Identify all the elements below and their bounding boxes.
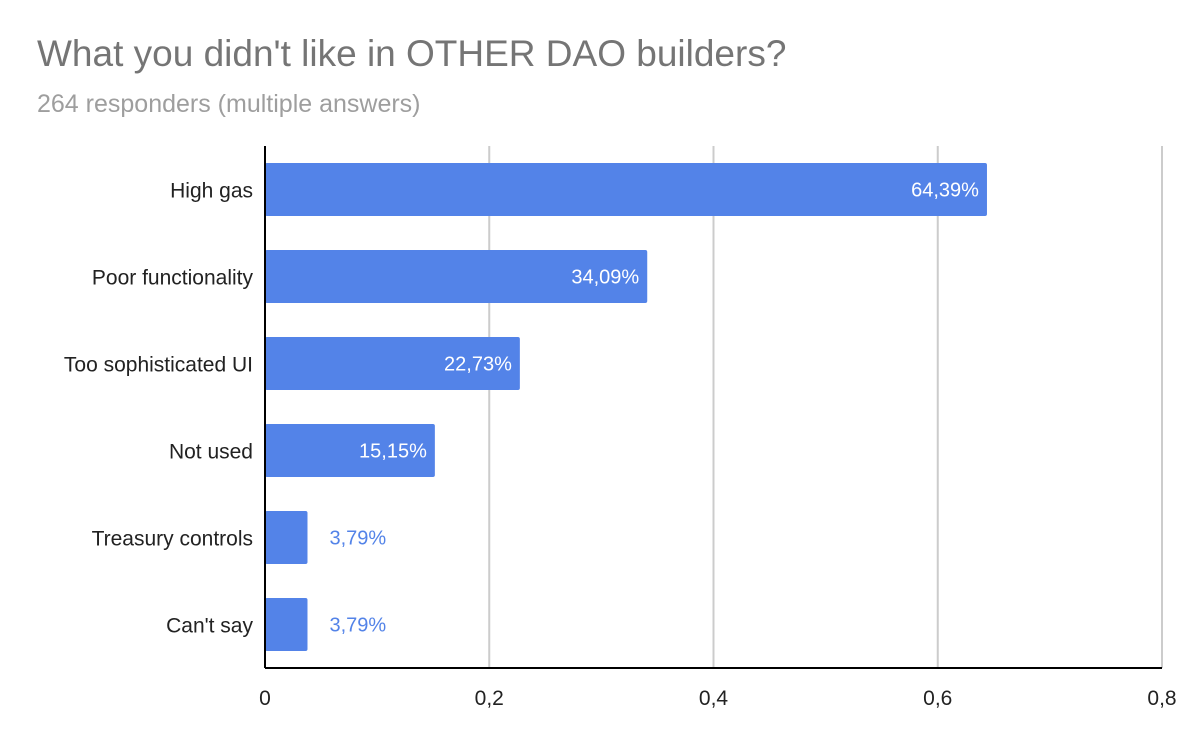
labels: 0 0,2 0,4 0,6 0,8 High gas 64,39% Poor function… [64, 180, 1177, 711]
x-tick-label: 0,8 [1147, 687, 1176, 710]
bar-treasury-controls [265, 511, 308, 564]
category-label: Not used [169, 441, 253, 464]
data-label: 15,15% [359, 441, 427, 463]
bars [265, 163, 987, 651]
bar-too-sophisticated-ui [265, 337, 520, 390]
data-label: 64,39% [911, 180, 979, 202]
category-label: High gas [170, 180, 253, 203]
bar-poor-functionality [265, 250, 648, 303]
category-label: Too sophisticated UI [64, 354, 253, 377]
category-label: Treasury controls [92, 528, 253, 551]
gridlines [488, 146, 1163, 668]
category-label: Can't say [166, 615, 253, 638]
x-tick-label: 0,4 [699, 687, 729, 710]
data-label: 22,73% [444, 354, 512, 376]
bar-can-t-say [265, 598, 308, 651]
x-tick-label: 0,2 [475, 687, 504, 710]
axes [264, 146, 1162, 669]
chart-subtitle: 264 responders (multiple answers) [37, 90, 421, 118]
chart-title: What you didn't like in OTHER DAO builde… [37, 33, 787, 74]
x-tick-label: 0,6 [923, 687, 952, 710]
bar-not-used [265, 424, 435, 477]
data-label: 3,79% [329, 528, 386, 550]
data-label: 34,09% [571, 267, 639, 289]
category-label: Poor functionality [92, 267, 254, 290]
data-label: 3,79% [329, 615, 386, 637]
bar-high-gas [265, 163, 987, 216]
x-tick-label: 0 [259, 687, 271, 710]
